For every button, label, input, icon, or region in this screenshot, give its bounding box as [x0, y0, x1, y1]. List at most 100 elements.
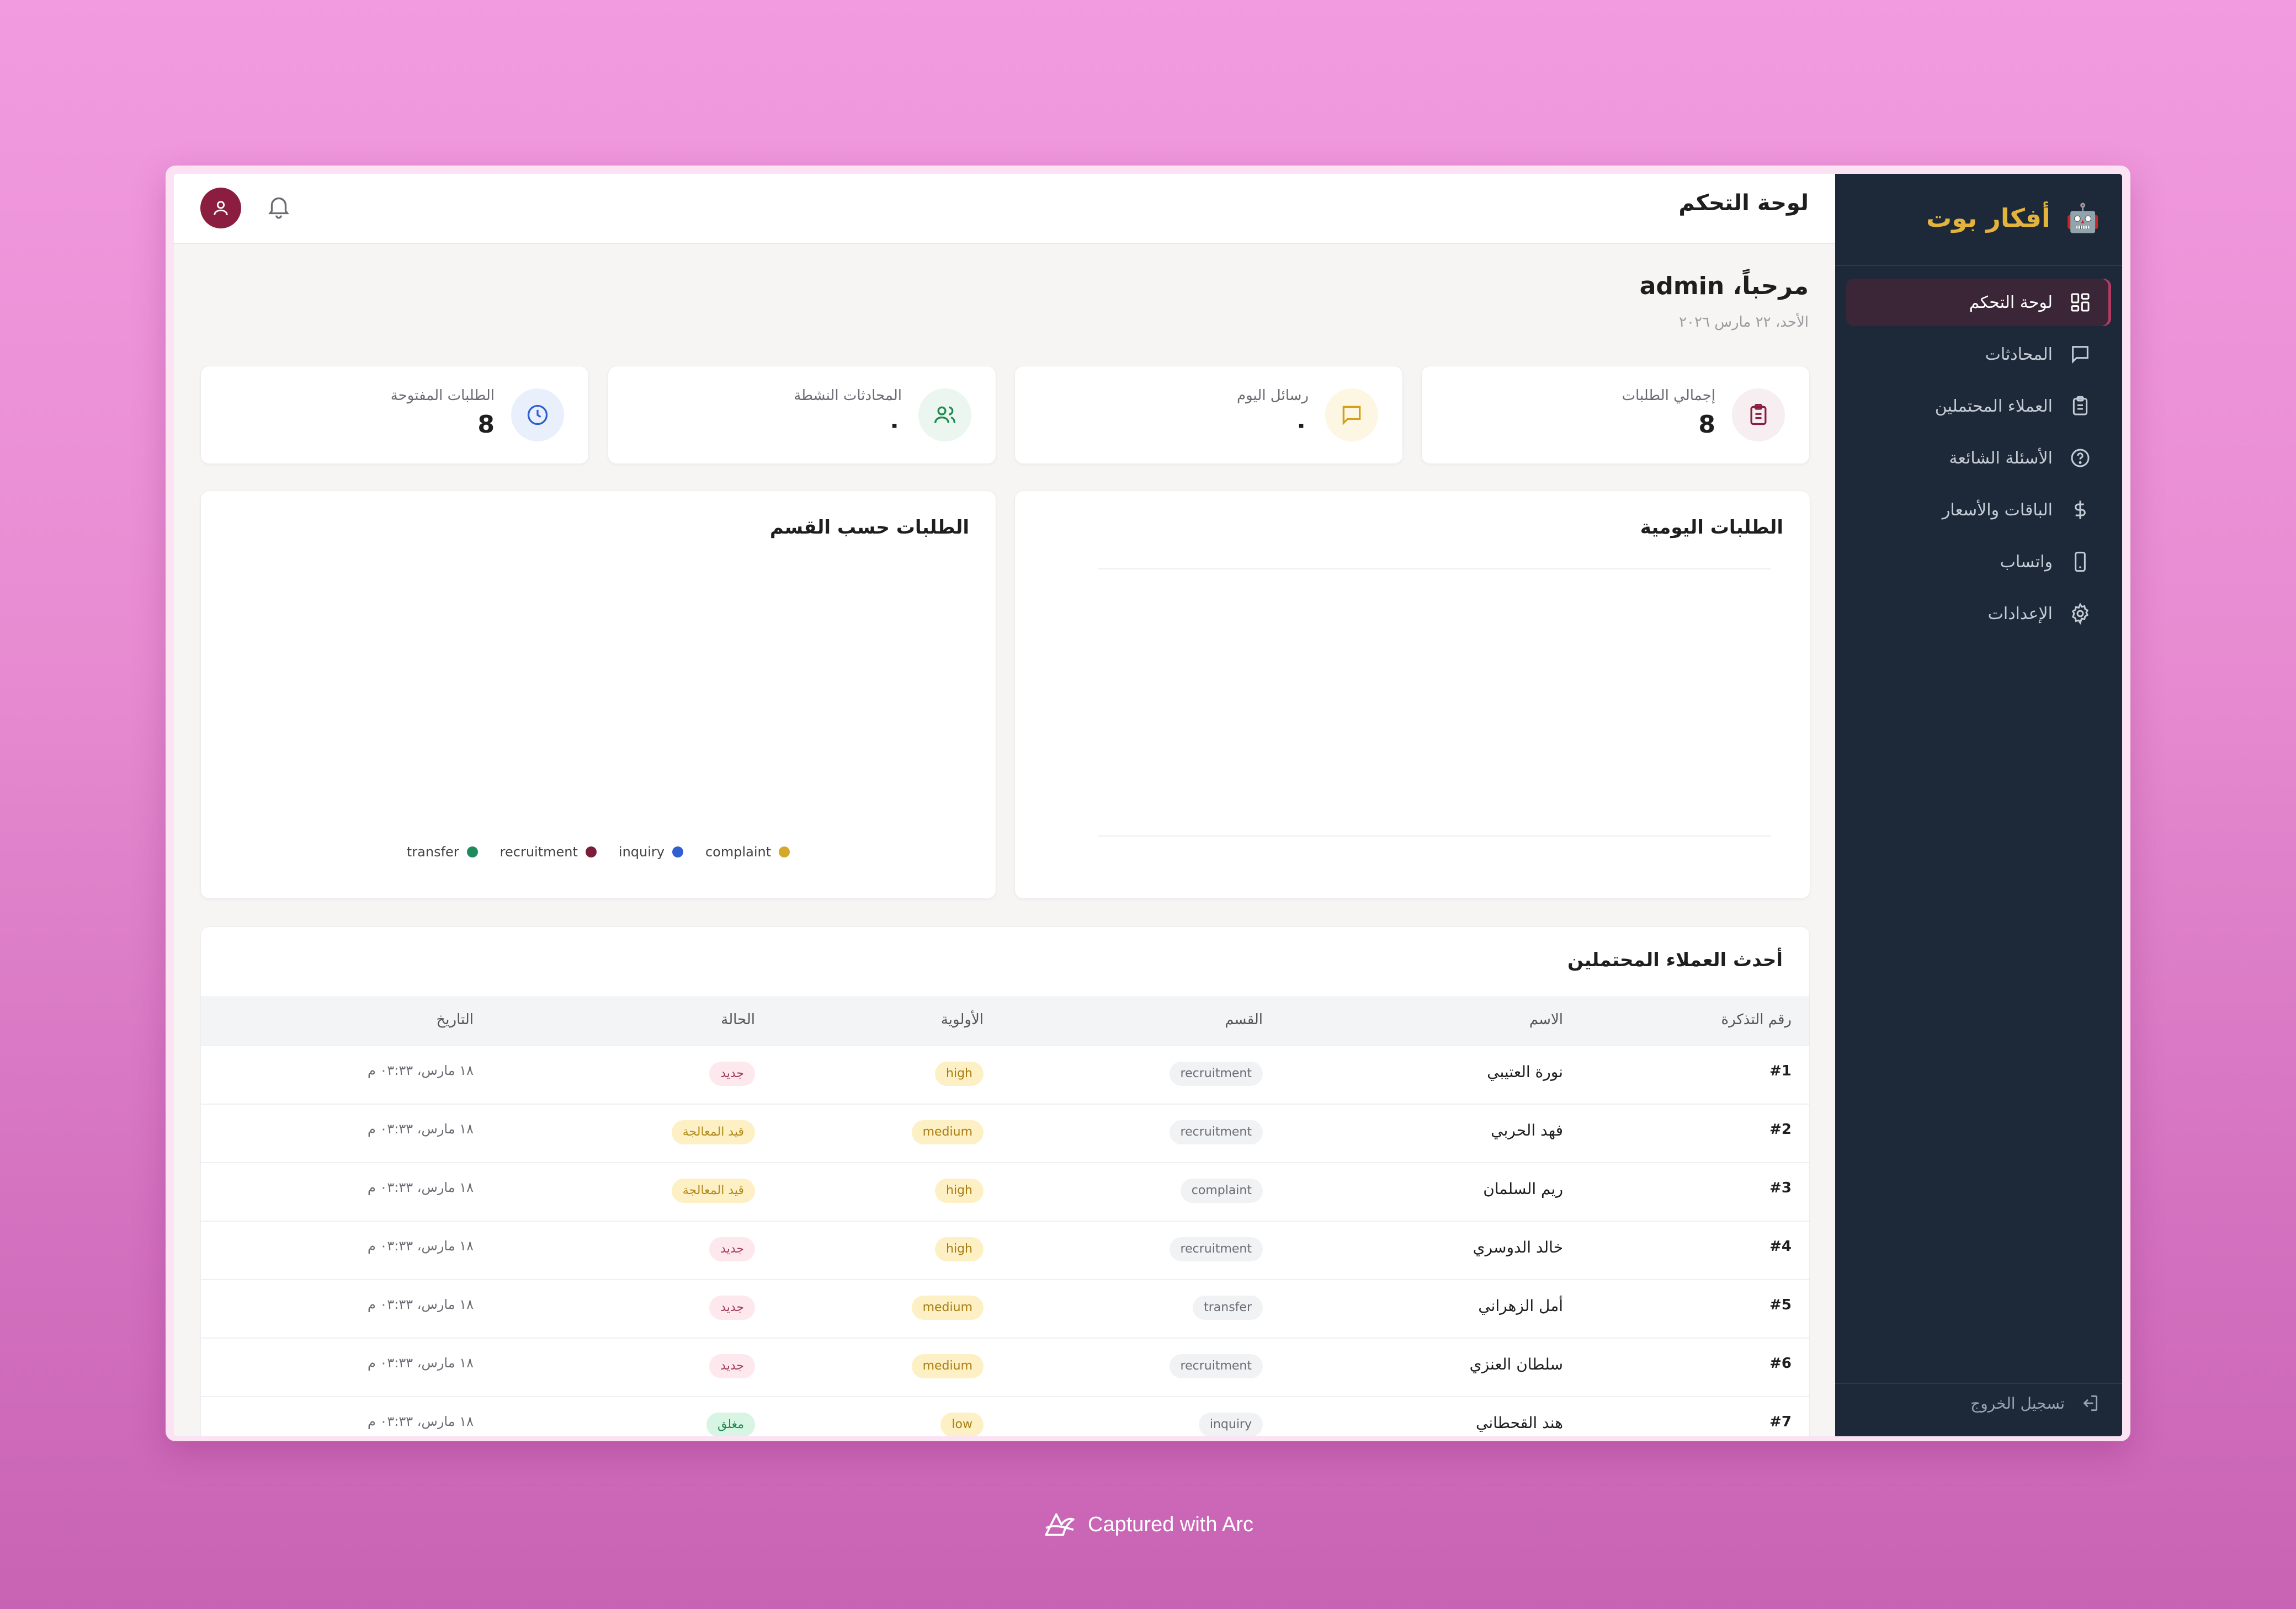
- sidebar-item-label: واتساب: [2000, 552, 2053, 572]
- sidebar-item-label: المحادثات: [1985, 344, 2053, 364]
- status-badge: جديد: [709, 1062, 755, 1086]
- ticket-cell: #5: [1769, 1297, 1792, 1313]
- col-department[interactable]: القسم: [1225, 1011, 1263, 1028]
- priority-badge: medium: [911, 1120, 984, 1144]
- col-priority[interactable]: الأولوية: [940, 1011, 984, 1028]
- sidebar-item-label: الباقات والأسعار: [1942, 500, 2053, 520]
- sidebar-item-leads[interactable]: العملاء المحتملين: [1846, 382, 2111, 430]
- sidebar-item-label: العملاء المحتملين: [1934, 396, 2053, 416]
- sidebar-item-faq[interactable]: الأسئلة الشائعة: [1846, 434, 2111, 482]
- name-cell: هند القحطاني: [1476, 1414, 1563, 1432]
- legend-item-inquiry[interactable]: inquiry: [619, 844, 683, 860]
- legend-label: transfer: [406, 844, 459, 860]
- department-badge: recruitment: [1169, 1062, 1263, 1086]
- table-row[interactable]: #4 خالد الدوسري ١٨ مارس، ٠٣:٣٣ م recruitmen…: [201, 1221, 1809, 1280]
- chat-icon: [2072, 346, 2088, 364]
- department-badge: recruitment: [1169, 1237, 1263, 1261]
- status-badge: مغلق: [706, 1413, 755, 1436]
- name-cell: نورة العتيبي: [1487, 1063, 1563, 1081]
- stat-card-open-requests: الطلبات المفتوحة 8: [200, 366, 589, 464]
- col-status[interactable]: الحالة: [721, 1011, 755, 1028]
- phone-icon: [2075, 551, 2086, 572]
- legend-dot: [779, 846, 790, 857]
- sidebar-item-pricing[interactable]: الباقات والأسعار: [1846, 486, 2111, 534]
- priority-badge: high: [935, 1062, 984, 1086]
- recent-leads-table: أحدث العملاء المحتملين رقم التذكرة الاسم…: [200, 926, 1810, 1436]
- brand-name: أفكار بوت: [1926, 203, 2050, 233]
- chart-gridline-top: [1098, 568, 1771, 569]
- sidebar-item-dashboard[interactable]: لوحة التحكم: [1846, 279, 2111, 326]
- col-ticket[interactable]: رقم التذكرة: [1721, 1011, 1792, 1028]
- date-cell: ١٨ مارس، ٠٣:٣٣ م: [368, 1063, 474, 1078]
- ticket-cell: #6: [1769, 1355, 1792, 1372]
- sidebar: 🤖 أفكار بوت لوحة التحكم المحادثات: [1835, 174, 2122, 1436]
- logout-label: تسجيل الخروج: [1970, 1394, 2065, 1413]
- date-cell: ١٨ مارس، ٠٣:٣٣ م: [368, 1355, 474, 1371]
- welcome-heading: مرحباً، admin: [1639, 272, 1809, 300]
- name-cell: سلطان العنزي: [1469, 1355, 1563, 1373]
- date-cell: ١٨ مارس، ٠٣:٣٣ م: [368, 1180, 474, 1195]
- stat-card-today-messages: رسائل اليوم ٠: [1014, 366, 1403, 464]
- date-cell: ١٨ مارس، ٠٣:٣٣ م: [368, 1297, 474, 1312]
- stat-value: ٠: [887, 411, 902, 439]
- sidebar-item-whatsapp[interactable]: واتساب: [1846, 538, 2111, 585]
- stat-value: 8: [477, 411, 495, 439]
- table-row[interactable]: #1 نورة العتيبي ١٨ مارس، ٠٣:٣٣ م recruitmen…: [201, 1045, 1809, 1105]
- legend-label: recruitment: [499, 844, 578, 860]
- sidebar-item-label: لوحة التحكم: [1969, 292, 2053, 312]
- name-cell: أمل الزهراني: [1478, 1297, 1563, 1315]
- priority-badge: high: [935, 1237, 984, 1261]
- logout-icon: [2083, 1395, 2098, 1411]
- col-date[interactable]: التاريخ: [436, 1011, 474, 1028]
- chart-gridline-bottom: [1098, 835, 1771, 837]
- arc-logo-icon: [1045, 1513, 1075, 1536]
- dashboard-icon: [2071, 293, 2090, 312]
- priority-badge: low: [940, 1413, 984, 1436]
- requests-by-department-chart: الطلبات حسب القسم complaint inquiry recr…: [200, 491, 996, 899]
- ticket-cell: #1: [1769, 1063, 1792, 1079]
- ticket-cell: #4: [1769, 1238, 1792, 1255]
- sidebar-item-conversations[interactable]: المحادثات: [1846, 331, 2111, 378]
- daily-requests-chart: الطلبات اليومية: [1014, 491, 1810, 899]
- stat-icon-wrap: [511, 388, 564, 441]
- arc-caption: Captured with Arc: [0, 1511, 2296, 1538]
- table-row[interactable]: #5 أمل الزهراني ١٨ مارس، ٠٣:٣٣ م transfer me…: [201, 1279, 1809, 1339]
- avatar[interactable]: [200, 188, 241, 228]
- current-date: الأحد، ٢٢ مارس ٢٠٢٦: [1679, 314, 1809, 331]
- table-row[interactable]: #2 فهد الحربي ١٨ مارس، ٠٣:٣٣ م recruitment m…: [201, 1104, 1809, 1163]
- sidebar-item-settings[interactable]: الإعدادات: [1846, 590, 2111, 637]
- legend-item-complaint[interactable]: complaint: [705, 844, 790, 860]
- brand[interactable]: 🤖 أفكار بوت: [1926, 196, 2100, 240]
- clock-icon: [527, 404, 548, 425]
- table-row[interactable]: #3 ريم السلمان ١٨ مارس، ٠٣:٣٣ م complaint hi…: [201, 1162, 1809, 1222]
- legend-item-transfer[interactable]: transfer: [407, 844, 478, 860]
- bell-icon[interactable]: [265, 193, 293, 220]
- status-badge: جديد: [709, 1354, 755, 1378]
- stat-value: 8: [1698, 411, 1715, 439]
- priority-badge: medium: [911, 1296, 984, 1320]
- stat-icon-wrap: [918, 388, 971, 441]
- page-title: لوحة التحكم: [1678, 190, 1809, 216]
- clipboard-list-icon: [1750, 404, 1767, 425]
- logout-button[interactable]: تسجيل الخروج: [1970, 1387, 2100, 1420]
- main-content: لوحة التحكم مرحباً، admin الأحد، ٢٢ مارس…: [174, 174, 1835, 1436]
- chart-legend: complaint inquiry recruitment transfer: [201, 844, 996, 860]
- status-badge: جديد: [709, 1296, 755, 1320]
- name-cell: خالد الدوسري: [1473, 1238, 1563, 1256]
- robot-icon: 🤖: [2065, 202, 2100, 234]
- topbar: لوحة التحكم: [174, 174, 1835, 244]
- sidebar-item-label: الإعدادات: [1987, 604, 2053, 624]
- stat-label: إجمالي الطلبات: [1622, 387, 1715, 404]
- date-cell: ١٨ مارس، ٠٣:٣٣ م: [368, 1414, 474, 1429]
- col-name[interactable]: الاسم: [1529, 1011, 1563, 1028]
- stat-card-active-conversations: المحادثات النشطة ٠: [608, 366, 996, 464]
- table-row[interactable]: #6 سلطان العنزي ١٨ مارس، ٠٣:٣٣ م recruitmen…: [201, 1338, 1809, 1397]
- name-cell: ريم السلمان: [1483, 1180, 1563, 1198]
- chart-title: الطلبات حسب القسم: [769, 516, 969, 539]
- clipboard-icon: [2072, 396, 2088, 415]
- table-row[interactable]: #7 هند القحطاني ١٨ مارس، ٠٣:٣٣ م inquiry low…: [201, 1396, 1809, 1436]
- priority-badge: medium: [911, 1354, 984, 1378]
- legend-item-recruitment[interactable]: recruitment: [500, 844, 597, 860]
- stat-icon-wrap: [1732, 388, 1785, 441]
- sidebar-item-label: الأسئلة الشائعة: [1949, 448, 2053, 468]
